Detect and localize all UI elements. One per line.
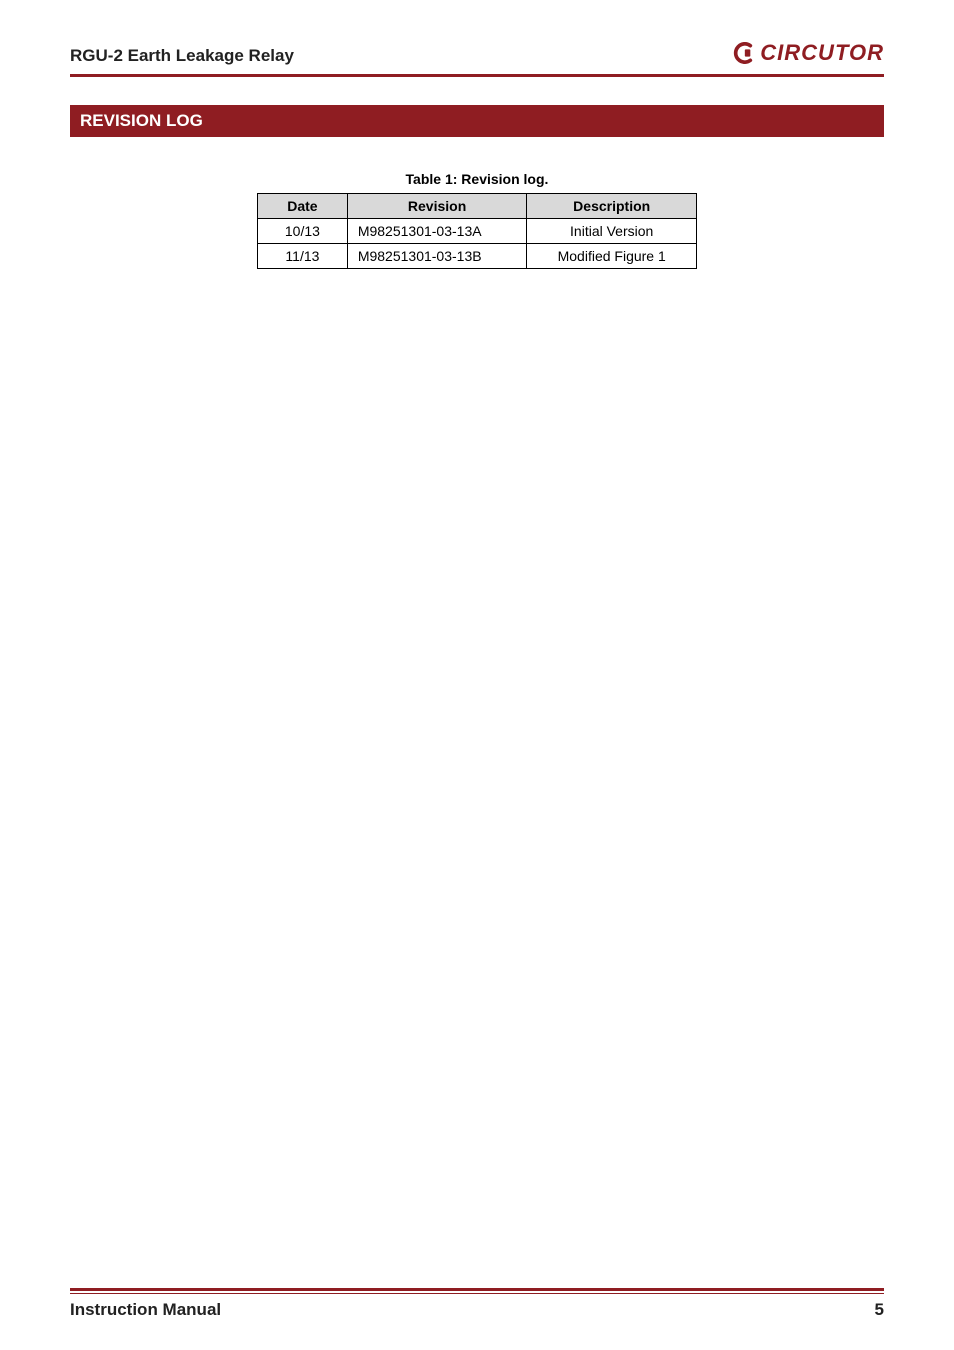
table-row: 11/13 M98251301-03-13B Modified Figure 1 [258, 244, 697, 269]
page-footer: Instruction Manual 5 [70, 1288, 884, 1320]
header-divider [70, 74, 884, 77]
cell-description: Modified Figure 1 [527, 244, 697, 269]
cell-date: 10/13 [258, 219, 348, 244]
brand-text: CIRCUTOR [760, 40, 884, 66]
cell-revision: M98251301-03-13B [347, 244, 527, 269]
col-description: Description [527, 194, 697, 219]
col-revision: Revision [347, 194, 527, 219]
footer-divider-thick [70, 1288, 884, 1291]
footer-title: Instruction Manual [70, 1300, 221, 1320]
page-number: 5 [875, 1300, 884, 1320]
circutor-logo-icon [732, 42, 754, 64]
brand-logo: CIRCUTOR [732, 40, 884, 66]
section-title-bar: REVISION LOG [70, 105, 884, 137]
col-date: Date [258, 194, 348, 219]
cell-date: 11/13 [258, 244, 348, 269]
product-title: RGU-2 Earth Leakage Relay [70, 46, 294, 66]
revision-table: Date Revision Description 10/13 M9825130… [257, 193, 697, 269]
page-header: RGU-2 Earth Leakage Relay CIRCUTOR [70, 40, 884, 72]
cell-revision: M98251301-03-13A [347, 219, 527, 244]
table-header-row: Date Revision Description [258, 194, 697, 219]
table-caption: Table 1: Revision log. [70, 171, 884, 187]
footer-divider-thin [70, 1293, 884, 1294]
table-row: 10/13 M98251301-03-13A Initial Version [258, 219, 697, 244]
cell-description: Initial Version [527, 219, 697, 244]
